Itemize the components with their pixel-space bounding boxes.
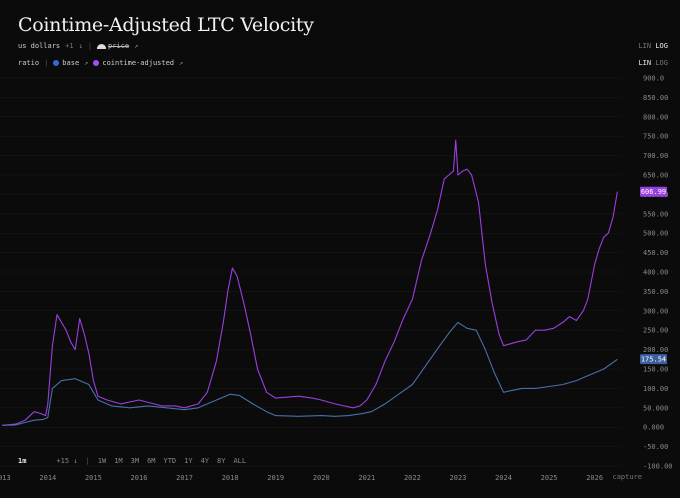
adjusted-dot-icon: [93, 60, 100, 66]
base-dot-icon: [53, 60, 60, 66]
range-button-1y[interactable]: 1Y: [184, 457, 193, 465]
adjusted-last-badge: [640, 186, 667, 197]
y-tick-label: 350.00: [643, 288, 668, 296]
adjusted-last-value-label: 606.99: [641, 188, 666, 196]
x-tick-label: 2025: [541, 474, 558, 482]
range-button-1m[interactable]: 1M: [114, 457, 123, 465]
ratio-label: ratio: [18, 59, 40, 67]
candle-icon: [97, 43, 107, 49]
x-tick-label: 2016: [131, 474, 148, 482]
ratio-scale-lin[interactable]: LIN: [638, 59, 652, 67]
y-tick-label: 450.00: [643, 249, 668, 257]
y-tick-label: 750.00: [643, 133, 668, 141]
range-buttons: 1W 1M 3M 6M YTD 1Y 4Y 8Y ALL: [98, 457, 246, 465]
legend-separator: |: [44, 59, 49, 67]
range-button-8y[interactable]: 8Y: [217, 457, 226, 465]
price-label: price: [108, 42, 130, 50]
base-last-badge: [640, 354, 667, 365]
series-line-cointime-adjusted: [2, 139, 618, 426]
y-tick-label: 900.0: [643, 75, 664, 83]
currency-legend: us dollars +1 ↓ | price ↗: [18, 42, 138, 50]
adjusted-label: cointime-adjusted: [102, 59, 175, 67]
x-tick-label: 2024: [495, 474, 512, 482]
x-tick-label: 2021: [358, 474, 375, 482]
range-button-3m[interactable]: 3M: [130, 457, 140, 465]
arrow-down-icon[interactable]: ↓: [78, 42, 83, 50]
arrow-up-right-icon[interactable]: ↗: [134, 42, 139, 50]
y-tick-label: -100.00: [643, 463, 673, 471]
base-last-value-label: 175.54: [641, 356, 666, 364]
arrow-down-icon: ↓: [73, 457, 78, 465]
y-tick-label: 400.00: [643, 269, 668, 277]
range-button-1w[interactable]: 1W: [97, 457, 107, 465]
range-button-4y[interactable]: 4Y: [200, 457, 210, 465]
ratio-scale-toggle: LIN LOG: [638, 59, 668, 67]
y-tick-label: -50.00: [643, 443, 668, 451]
chart-title: Cointime-Adjusted LTC Velocity: [18, 14, 314, 36]
price-scale-log[interactable]: LOG: [655, 42, 668, 50]
price-scale-toggle: LIN LOG: [638, 42, 668, 50]
x-tick-label: 2023: [450, 474, 467, 482]
arrow-up-right-icon[interactable]: ↗: [179, 59, 184, 67]
y-tick-label: 300.00: [643, 307, 668, 315]
currency-offset: +1: [65, 42, 74, 50]
x-tick-label: 2013: [0, 474, 11, 482]
ratio-legend: ratio | base ↗ cointime-adjusted ↗: [18, 59, 183, 67]
y-tick-label: 500.00: [643, 230, 668, 238]
adjusted-series-toggle[interactable]: cointime-adjusted: [93, 59, 174, 67]
currency-label[interactable]: us dollars: [18, 42, 61, 50]
y-tick-label: 700.00: [643, 152, 668, 160]
base-label: base: [62, 59, 80, 67]
y-tick-label: 800.00: [643, 113, 668, 121]
y-tick-label: 150.00: [643, 366, 668, 374]
ratio-scale-log[interactable]: LOG: [655, 59, 668, 67]
x-tick-label: 2014: [39, 474, 56, 482]
range-button-ytd[interactable]: YTD: [163, 457, 177, 465]
range-button-6m[interactable]: 6M: [147, 457, 156, 465]
price-series-toggle[interactable]: price: [97, 42, 129, 50]
price-scale-lin[interactable]: LIN: [638, 42, 652, 50]
controls-separator: |: [85, 457, 90, 465]
capture-button[interactable]: capture: [612, 473, 642, 481]
y-tick-label: 650.00: [643, 172, 668, 180]
x-tick-label: 2017: [176, 474, 193, 482]
series-line-base: [2, 321, 618, 426]
y-tick-label: 0.000: [643, 424, 664, 432]
legend-separator: |: [87, 42, 93, 50]
interval-button[interactable]: 1m: [18, 457, 27, 465]
range-controls: 1m +15 ↓ | 1W 1M 3M 6M YTD 1Y 4Y 8Y ALL: [18, 457, 246, 465]
y-tick-label: 550.00: [643, 210, 668, 218]
offset-button[interactable]: +15 ↓: [56, 457, 77, 465]
y-tick-label: 50.000: [643, 404, 668, 412]
offset-value: +15: [56, 457, 70, 465]
x-tick-label: 2022: [404, 474, 421, 482]
x-tick-label: 2015: [85, 474, 102, 482]
x-tick-label: 2019: [267, 474, 284, 482]
range-button-all[interactable]: ALL: [233, 457, 247, 465]
base-series-toggle[interactable]: base: [53, 59, 79, 67]
y-tick-label: 850.00: [643, 94, 668, 102]
y-tick-label: 200.00: [643, 346, 668, 354]
x-tick-label: 2026: [586, 474, 603, 482]
x-tick-label: 2018: [222, 474, 239, 482]
y-tick-label: 250.00: [643, 327, 668, 335]
y-tick-label: 100.00: [643, 385, 668, 393]
x-tick-label: 2020: [313, 474, 330, 482]
arrow-up-right-icon[interactable]: ↗: [84, 59, 89, 67]
